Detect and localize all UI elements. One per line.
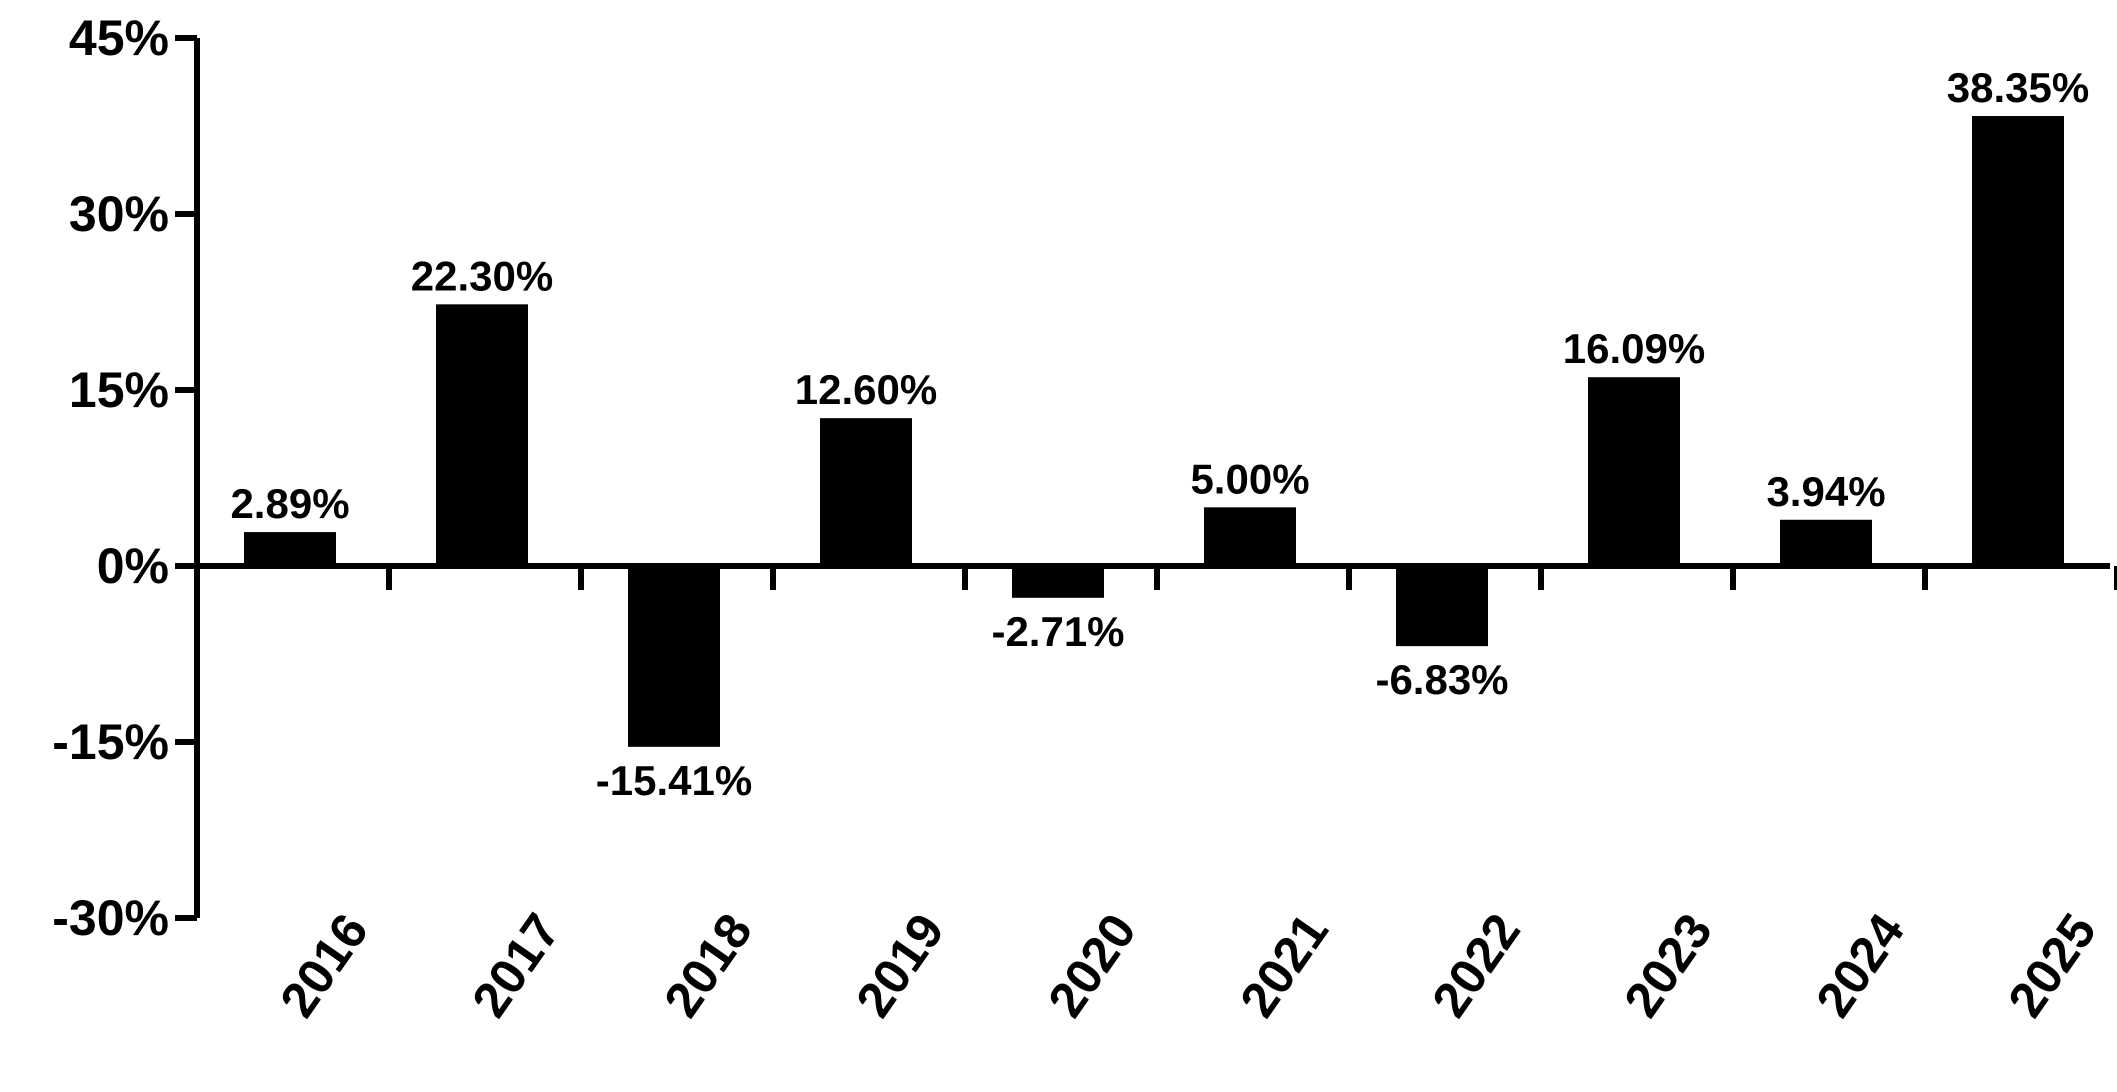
bar-2021 bbox=[1204, 507, 1296, 566]
x-tick-label-2023: 2023 bbox=[1613, 904, 1723, 1027]
y-tick-label: 15% bbox=[69, 362, 169, 418]
x-tick-label-2024: 2024 bbox=[1805, 903, 1915, 1026]
y-tick-label: 45% bbox=[69, 10, 169, 66]
bar-2024 bbox=[1780, 519, 1872, 566]
x-tick-label-2017: 2017 bbox=[461, 904, 571, 1027]
data-label-2024: 3.94% bbox=[1766, 468, 1885, 515]
bar-2016 bbox=[244, 532, 336, 566]
bar-2018 bbox=[628, 566, 720, 747]
data-label-2016: 2.89% bbox=[230, 480, 349, 527]
x-tick-label-2016: 2016 bbox=[269, 904, 379, 1027]
data-label-2020: -2.71% bbox=[991, 608, 1124, 655]
data-label-2023: 16.09% bbox=[1563, 325, 1705, 372]
bar-2017 bbox=[436, 304, 528, 566]
data-label-2019: 12.60% bbox=[795, 366, 937, 413]
x-tick-label-2025: 2025 bbox=[1997, 904, 2107, 1027]
x-tick-label-2022: 2022 bbox=[1421, 904, 1531, 1027]
x-tick-label-2018: 2018 bbox=[653, 904, 763, 1027]
bar-2022 bbox=[1396, 566, 1488, 647]
data-label-2025: 38.35% bbox=[1947, 64, 2089, 111]
x-tick-label-2019: 2019 bbox=[845, 904, 955, 1027]
bar-2020 bbox=[1012, 566, 1104, 598]
x-ticks-group bbox=[386, 566, 2117, 590]
x-tick-label-2021: 2021 bbox=[1229, 904, 1339, 1027]
bars-group bbox=[244, 116, 2064, 747]
bar-2023 bbox=[1588, 377, 1680, 566]
x-tick-label-2020: 2020 bbox=[1037, 904, 1147, 1027]
y-tick-label: 30% bbox=[69, 186, 169, 242]
data-labels-group: 2.89% 22.30% -15.41% 12.60% -2.71% 5.00% -6.83… bbox=[230, 64, 2089, 804]
data-label-2022: -6.83% bbox=[1375, 656, 1508, 703]
x-tick-labels-group: 2016 2017 2018 2019 2020 2021 2022 2023 2024 2025 bbox=[269, 903, 2107, 1026]
y-tick-label: -15% bbox=[52, 714, 169, 770]
data-label-2017: 22.30% bbox=[411, 252, 553, 299]
y-tick-label: 0% bbox=[97, 538, 169, 594]
data-label-2018: -15.41% bbox=[596, 757, 752, 804]
bar-2025 bbox=[1972, 116, 2064, 566]
bar-2019 bbox=[820, 418, 912, 566]
y-tick-label: -30% bbox=[52, 890, 169, 946]
data-label-2021: 5.00% bbox=[1190, 455, 1309, 502]
y-ticks-group: -30% -15% 0% 15% 30% 45% bbox=[52, 10, 197, 946]
